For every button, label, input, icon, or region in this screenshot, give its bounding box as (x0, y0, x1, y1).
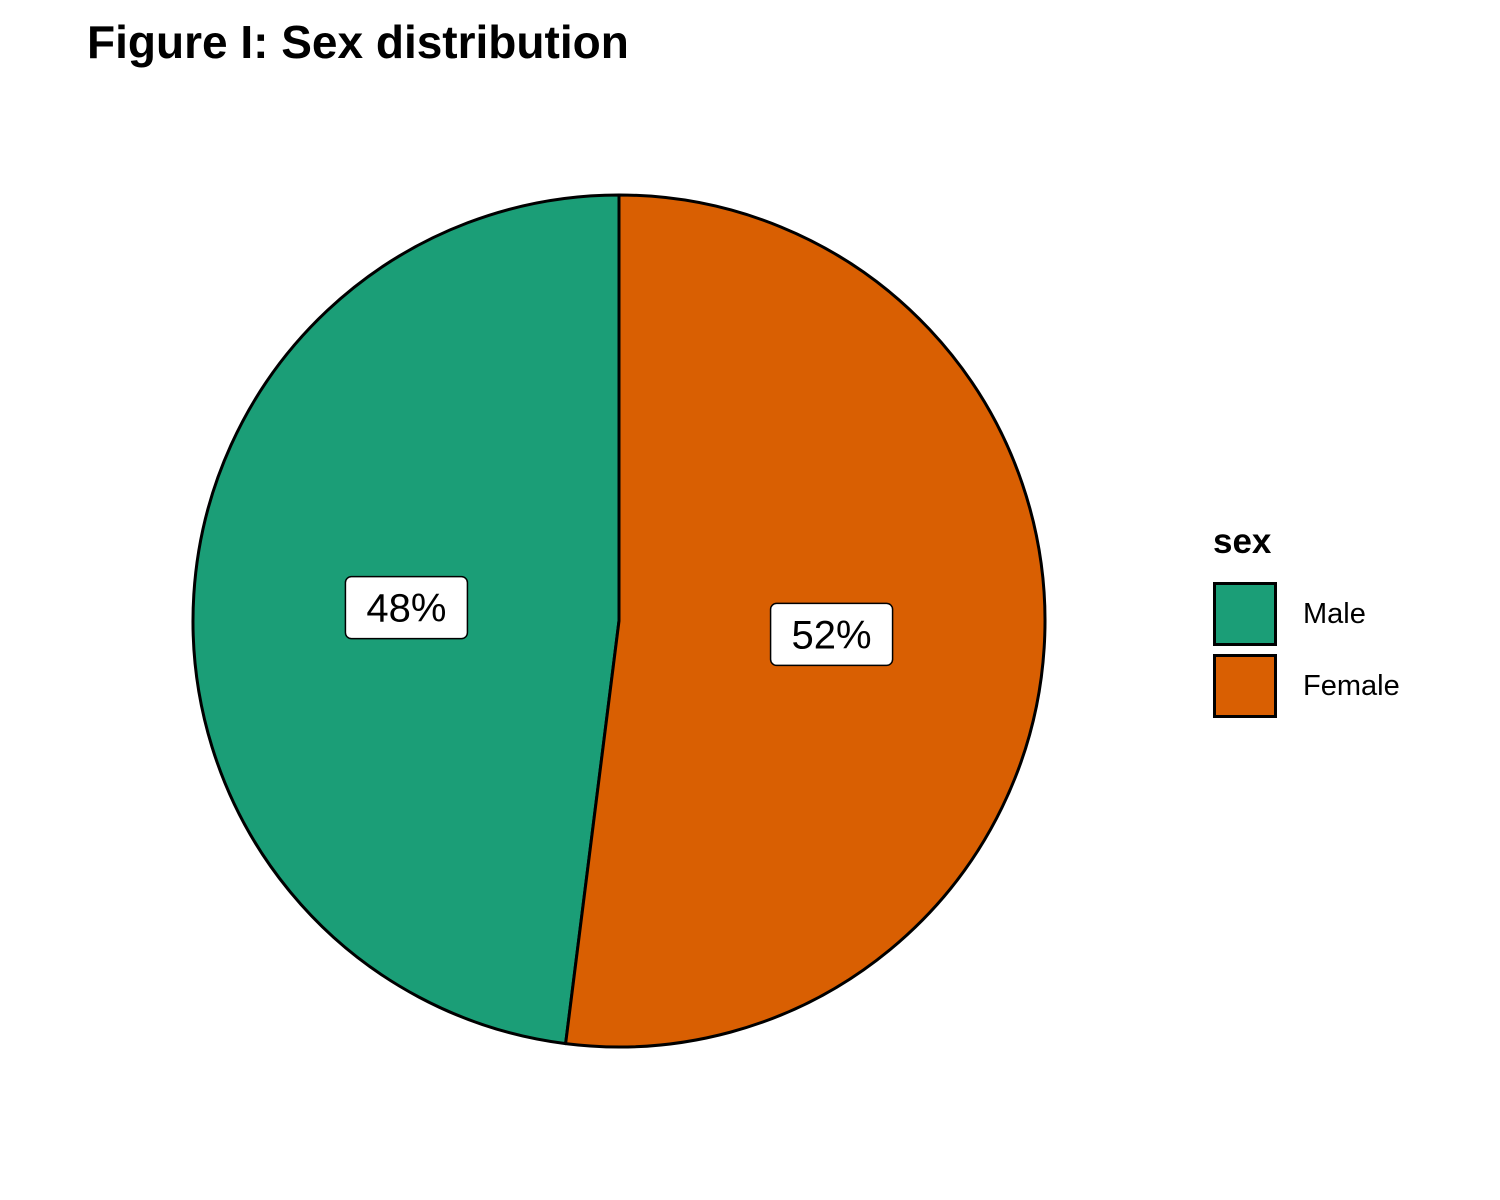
legend-label-female: Female (1303, 670, 1400, 702)
data-label-box-female (769, 602, 894, 667)
legend-item-female: Female (1213, 650, 1400, 722)
legend-title: sex (1213, 522, 1272, 561)
data-label-male: 48% (344, 575, 469, 640)
data-label-text-female: 52% (792, 613, 872, 657)
legend: sex Male Female (1213, 520, 1400, 722)
data-label-box-male (344, 575, 469, 640)
legend-key-female (1213, 654, 1277, 718)
legend-item-male: Male (1213, 578, 1400, 650)
legend-label-male: Male (1303, 598, 1366, 630)
data-label-female: 52% (769, 602, 894, 667)
legend-key-male (1213, 582, 1277, 646)
chart-title: Figure I: Sex distribution (87, 16, 629, 68)
data-label-text-male: 48% (366, 587, 446, 631)
